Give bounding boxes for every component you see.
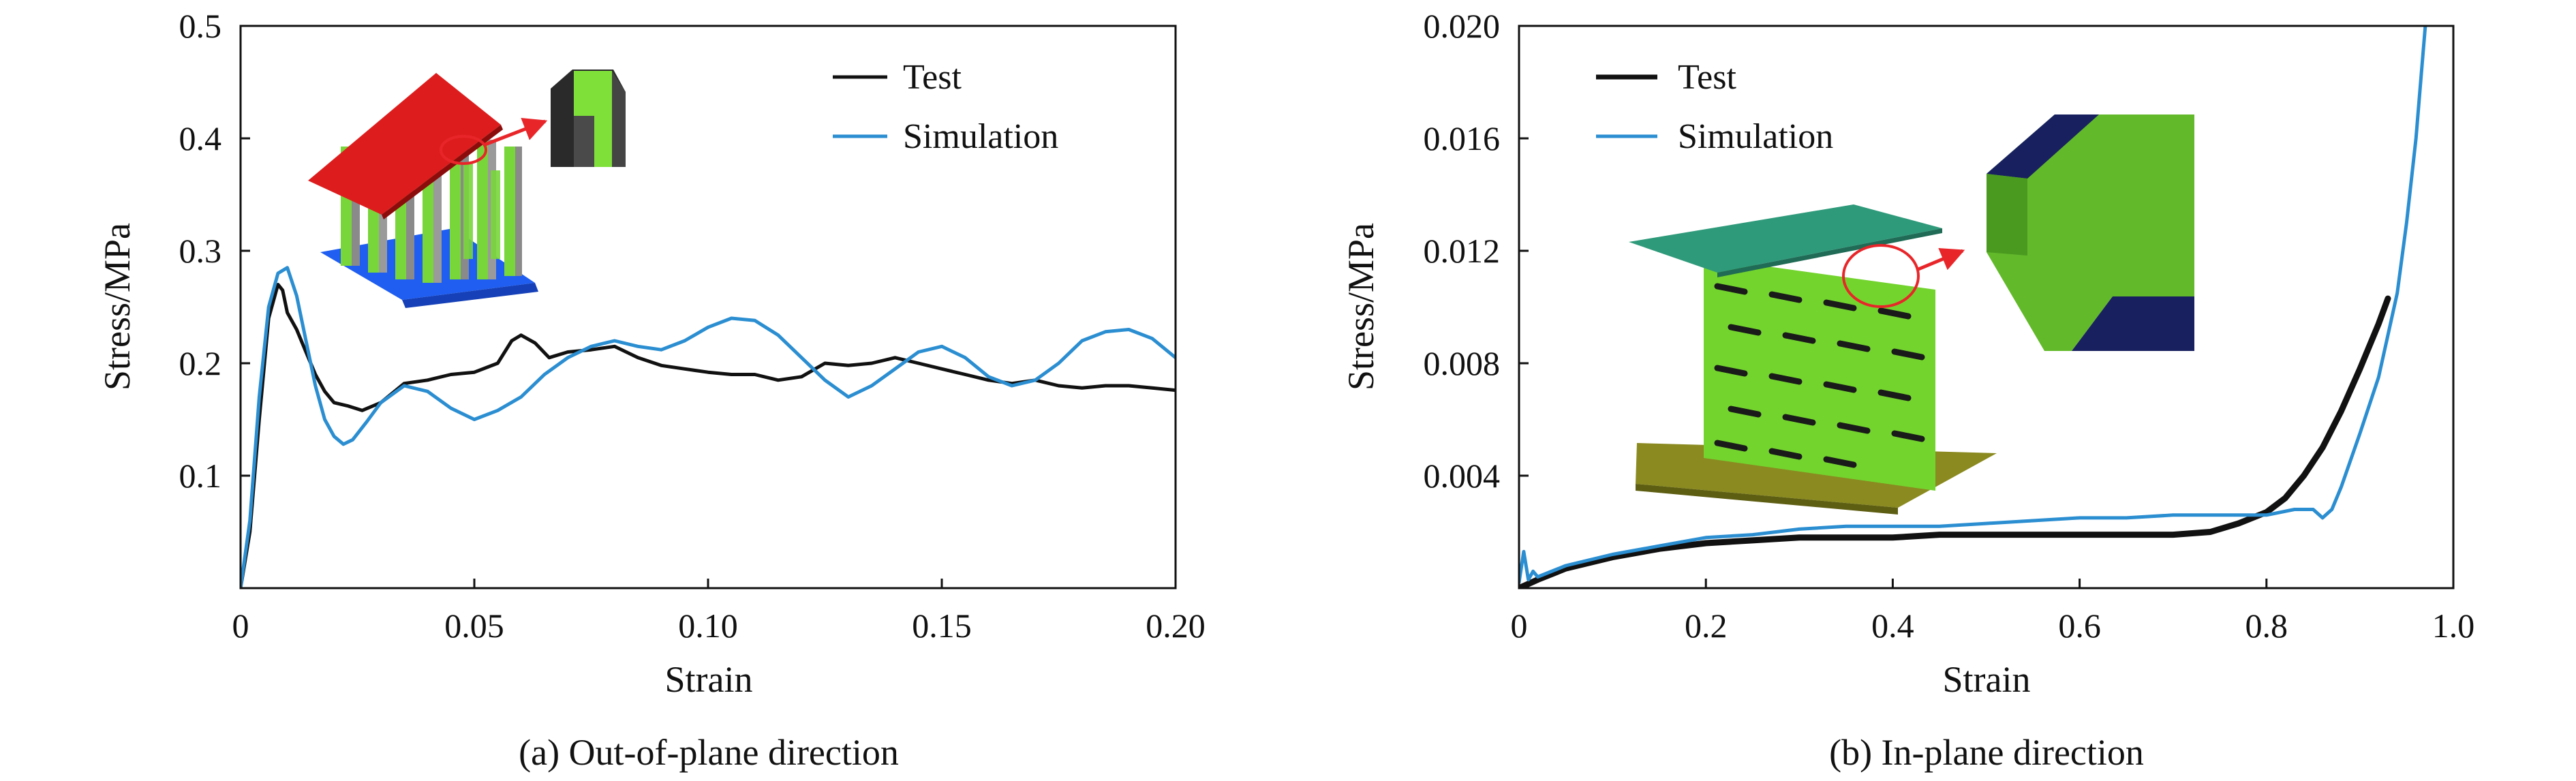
y-tick-label: 0.020 [1424,7,1501,45]
series-line-test [241,283,1176,588]
x-tick-label: 0.4 [1871,607,1914,645]
x-tick-label: 0.20 [1146,607,1206,645]
x-axis-label: Strain [665,659,753,700]
y-tick-label: 0.5 [179,7,222,45]
legend: Test Simulation [833,58,1058,156]
inset-honeycomb-out-of-plane-illustration [308,70,626,308]
y-tick-label: 0.1 [179,457,222,495]
x-tick-label: 0.2 [1685,607,1728,645]
y-tick-label: 0.4 [179,119,222,157]
tick-marks [1519,25,2455,588]
inset-honeycomb-in-plane-illustration [1629,114,2194,515]
x-tick-label: 0.6 [2058,607,2101,645]
x-tick-label: 0.8 [2245,607,2288,645]
x-tick-label: 0.15 [912,607,972,645]
series-line-simulation [1519,26,2427,585]
x-tick-label: 0.05 [444,607,504,645]
plot-frame [1518,25,2455,589]
y-tick-label: 0.016 [1424,119,1501,157]
x-tick-label: 0 [232,607,249,645]
y-tick-label: 0.3 [179,232,222,270]
legend-label-simulation: Simulation [903,117,1058,156]
plot-frame [239,25,1177,589]
y-axis-label: Stress/MPa [1340,223,1381,390]
chart-out-of-plane: 0 0.05 0.10 0.15 0.20 0.1 0.2 0.3 0.4 0.… [97,7,1206,773]
x-axis-label: Strain [1943,659,2031,700]
y-axis-label: Stress/MPa [97,223,138,390]
y-tick-label: 0.2 [179,344,222,382]
x-tick-label: 1.0 [2432,607,2475,645]
chart-in-plane: 0 0.2 0.4 0.6 0.8 1.0 0.004 0.008 0.012 … [1340,7,2474,773]
chart-caption: (a) Out-of-plane direction [519,732,899,773]
legend-label-test: Test [1678,58,1736,97]
chart-caption: (b) In-plane direction [1829,732,2144,773]
x-tick-label: 0.10 [678,607,738,645]
y-tick-label: 0.012 [1424,232,1501,270]
x-tick-label: 0 [1511,607,1528,645]
tick-marks [239,25,1177,588]
legend-label-test: Test [903,58,962,97]
series-line-test [1519,295,2391,588]
series-line-simulation [241,266,1176,588]
y-tick-label: 0.008 [1424,344,1501,382]
y-tick-label: 0.004 [1424,457,1501,495]
legend-label-simulation: Simulation [1678,117,1833,156]
legend: Test Simulation [1596,58,1833,156]
